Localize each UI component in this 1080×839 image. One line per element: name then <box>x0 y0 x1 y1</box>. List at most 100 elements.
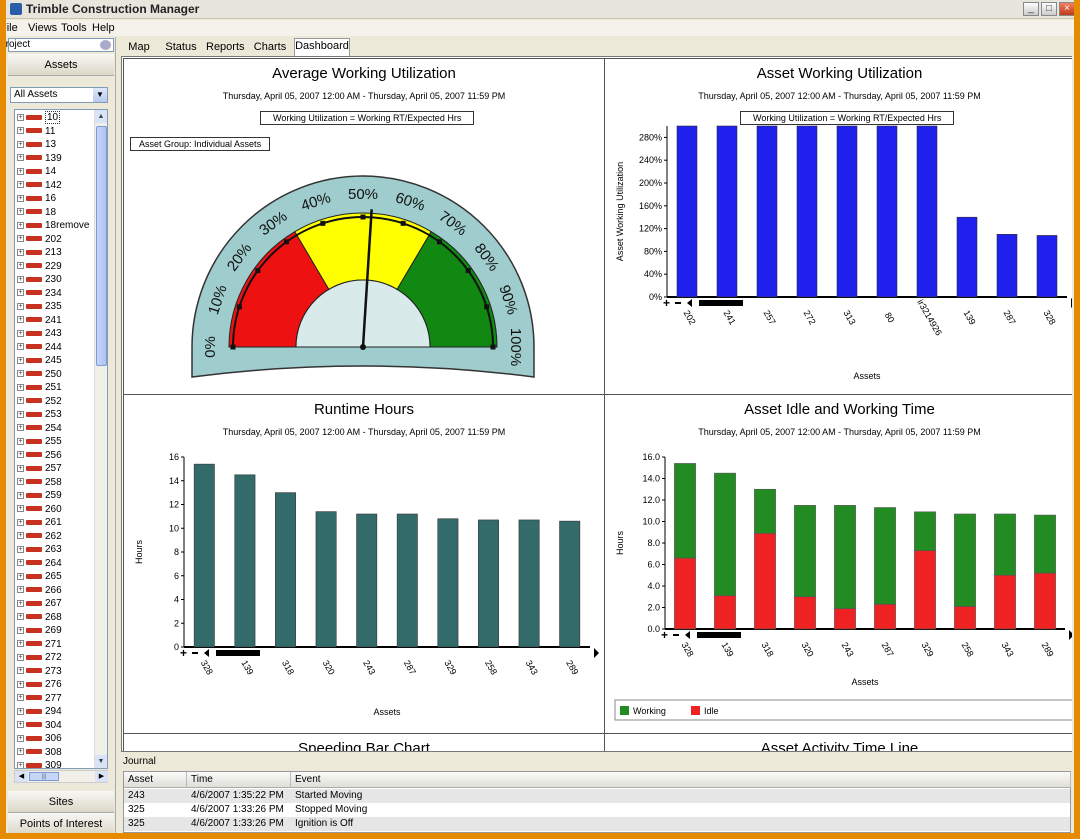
scroll-left-icon[interactable]: ◀ <box>15 771 28 782</box>
tree-item[interactable]: +272 <box>17 651 95 665</box>
tree-item[interactable]: +16 <box>17 192 95 206</box>
expand-icon[interactable]: + <box>17 518 24 526</box>
tree-item[interactable]: +13 <box>17 138 95 152</box>
tree-item[interactable]: +257 <box>17 462 95 476</box>
tree-item[interactable]: +234 <box>17 287 95 301</box>
menu-file[interactable]: File <box>0 22 18 34</box>
expand-icon[interactable]: + <box>17 154 24 162</box>
scroll-thumb[interactable] <box>96 126 107 366</box>
expand-icon[interactable]: + <box>17 424 24 432</box>
expand-icon[interactable]: + <box>17 451 24 459</box>
scroll-down-icon[interactable]: ▼ <box>95 755 107 768</box>
expand-icon[interactable]: + <box>17 613 24 621</box>
tree-item[interactable]: +18 <box>17 206 95 220</box>
tree-item[interactable]: +304 <box>17 719 95 733</box>
tree-item[interactable]: +245 <box>17 354 95 368</box>
filter-icon[interactable] <box>100 40 111 50</box>
tree-item[interactable]: +263 <box>17 543 95 557</box>
menu-views[interactable]: Views <box>28 22 58 34</box>
expand-icon[interactable]: + <box>17 194 24 202</box>
expand-icon[interactable]: + <box>17 410 24 418</box>
expand-icon[interactable]: + <box>17 532 24 540</box>
tree-item[interactable]: +230 <box>17 273 95 287</box>
tree-item[interactable]: +202 <box>17 233 95 247</box>
expand-icon[interactable]: + <box>17 491 24 499</box>
table-row[interactable]: 325 4/6/2007 1:33:26 PM Ignition is Off <box>124 817 1070 831</box>
menu-tools[interactable]: Tools <box>61 22 87 34</box>
tree-item[interactable]: +306 <box>17 732 95 746</box>
tree-item[interactable]: +294 <box>17 705 95 719</box>
expand-icon[interactable]: + <box>17 113 24 121</box>
tree-item[interactable]: +229 <box>17 260 95 274</box>
expand-icon[interactable]: + <box>17 478 24 486</box>
tree-item[interactable]: +271 <box>17 638 95 652</box>
tree-item[interactable]: +265 <box>17 570 95 584</box>
expand-icon[interactable]: + <box>17 181 24 189</box>
asset-tree[interactable]: +10 +11 +13 +139 +14 +142 +16 +18 +18remove +202 +… <box>14 109 108 769</box>
tree-item[interactable]: +14 <box>17 165 95 179</box>
tree-item[interactable]: +273 <box>17 665 95 679</box>
expand-icon[interactable]: + <box>17 289 24 297</box>
tree-item[interactable]: +10 <box>17 111 95 125</box>
expand-icon[interactable]: + <box>17 653 24 661</box>
tree-item[interactable]: +309 <box>17 759 95 768</box>
tree-item[interactable]: +243 <box>17 327 95 341</box>
tree-item[interactable]: +139 <box>17 152 95 166</box>
journal-table[interactable]: Asset Time Event 243 4/6/2007 1:35:22 PM… <box>123 771 1071 833</box>
expand-icon[interactable]: + <box>17 221 24 229</box>
expand-icon[interactable]: + <box>17 343 24 351</box>
tree-item[interactable]: +18remove <box>17 219 95 233</box>
expand-icon[interactable]: + <box>17 356 24 364</box>
expand-icon[interactable]: + <box>17 248 24 256</box>
tree-item[interactable]: +260 <box>17 503 95 517</box>
tree-item[interactable]: +254 <box>17 422 95 436</box>
expand-icon[interactable]: + <box>17 329 24 337</box>
tree-item[interactable]: +266 <box>17 584 95 598</box>
tree-item[interactable]: +252 <box>17 395 95 409</box>
expand-icon[interactable]: + <box>17 275 24 283</box>
tree-item[interactable]: +308 <box>17 746 95 760</box>
tree-item[interactable]: +276 <box>17 678 95 692</box>
tree-vertical-scrollbar[interactable]: ▲ ▼ <box>94 110 107 768</box>
expand-icon[interactable]: + <box>17 640 24 648</box>
expand-icon[interactable]: + <box>17 316 24 324</box>
tree-horizontal-scrollbar[interactable]: ◀ ||| ▶ <box>14 770 108 783</box>
table-row[interactable]: 243 4/6/2007 1:35:22 PM Started Moving <box>124 789 1070 803</box>
tree-item[interactable]: +253 <box>17 408 95 422</box>
tree-item[interactable]: +268 <box>17 611 95 625</box>
expand-icon[interactable]: + <box>17 302 24 310</box>
tree-item[interactable]: +258 <box>17 476 95 490</box>
tab-dashboard[interactable]: Dashboard <box>294 38 350 56</box>
expand-icon[interactable]: + <box>17 599 24 607</box>
tree-item[interactable]: +251 <box>17 381 95 395</box>
tree-item[interactable]: +244 <box>17 341 95 355</box>
expand-icon[interactable]: + <box>17 505 24 513</box>
tree-item[interactable]: +267 <box>17 597 95 611</box>
tab-reports[interactable]: Reports <box>206 41 245 53</box>
expand-icon[interactable]: + <box>17 586 24 594</box>
expand-icon[interactable]: + <box>17 680 24 688</box>
expand-icon[interactable]: + <box>17 707 24 715</box>
expand-icon[interactable]: + <box>17 235 24 243</box>
expand-icon[interactable]: + <box>17 383 24 391</box>
column-header-time[interactable]: Time <box>187 772 291 788</box>
expand-icon[interactable]: + <box>17 721 24 729</box>
tree-item[interactable]: +259 <box>17 489 95 503</box>
expand-icon[interactable]: + <box>17 437 24 445</box>
maximize-button[interactable]: □ <box>1041 2 1057 16</box>
expand-icon[interactable]: + <box>17 734 24 742</box>
expand-icon[interactable]: + <box>17 694 24 702</box>
close-button[interactable]: × <box>1059 2 1074 16</box>
expand-icon[interactable]: + <box>17 545 24 553</box>
dashboard-scrollbar[interactable] <box>1072 56 1074 752</box>
tree-item[interactable]: +142 <box>17 179 95 193</box>
tree-item[interactable]: +277 <box>17 692 95 706</box>
tree-item[interactable]: +262 <box>17 530 95 544</box>
expand-icon[interactable]: + <box>17 748 24 756</box>
expand-icon[interactable]: + <box>17 208 24 216</box>
expand-icon[interactable]: + <box>17 262 24 270</box>
scroll-up-icon[interactable]: ▲ <box>95 110 107 123</box>
column-header-asset[interactable]: Asset <box>124 772 187 788</box>
tree-item[interactable]: +11 <box>17 125 95 139</box>
expand-icon[interactable]: + <box>17 127 24 135</box>
